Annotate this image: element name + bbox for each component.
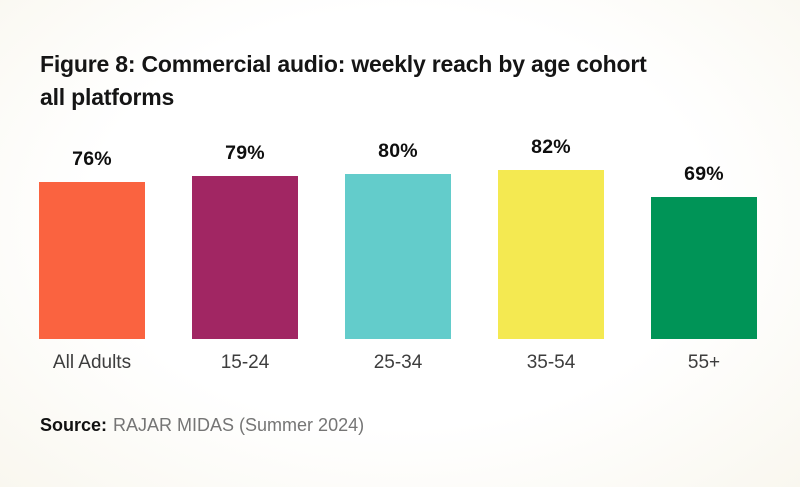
category-label: All Adults [52,352,132,373]
category-label: 15-24 [220,352,270,373]
bar-value-label: 69% [684,163,724,185]
category-label: 55+ [687,352,721,373]
category-label: 35-54 [526,352,576,373]
bar-group: 80% 25-34 [345,132,451,373]
bar-value-label: 79% [225,142,265,164]
chart-title-line1: Figure 8: Commercial audio: weekly reach… [40,51,647,77]
chart-title-line2: all platforms [40,84,175,110]
bar-chart: 76% All Adults 79% 15-24 80% 25-34 82% 35-54 69%… [39,132,757,373]
bar [651,197,757,339]
bar-group: 82% 35-54 [498,132,604,373]
bar [39,182,145,339]
bar [498,170,604,339]
bar [192,176,298,339]
chart-title: Figure 8: Commercial audio: weekly reach… [40,48,760,114]
bar-group: 79% 15-24 [192,132,298,373]
category-label: 25-34 [373,352,423,373]
source-label: Source: [40,415,108,435]
source-text: RAJAR MIDAS (Summer 2024) [113,415,365,435]
bar-value-label: 80% [378,140,418,162]
bar-value-label: 76% [72,148,112,170]
bar-value-label: 82% [531,136,571,158]
bar [345,174,451,339]
bar-group: 76% All Adults [39,132,145,373]
source-line: Source: RAJAR MIDAS (Summer 2024) [40,415,364,436]
bar-group: 69% 55+ [651,132,757,373]
